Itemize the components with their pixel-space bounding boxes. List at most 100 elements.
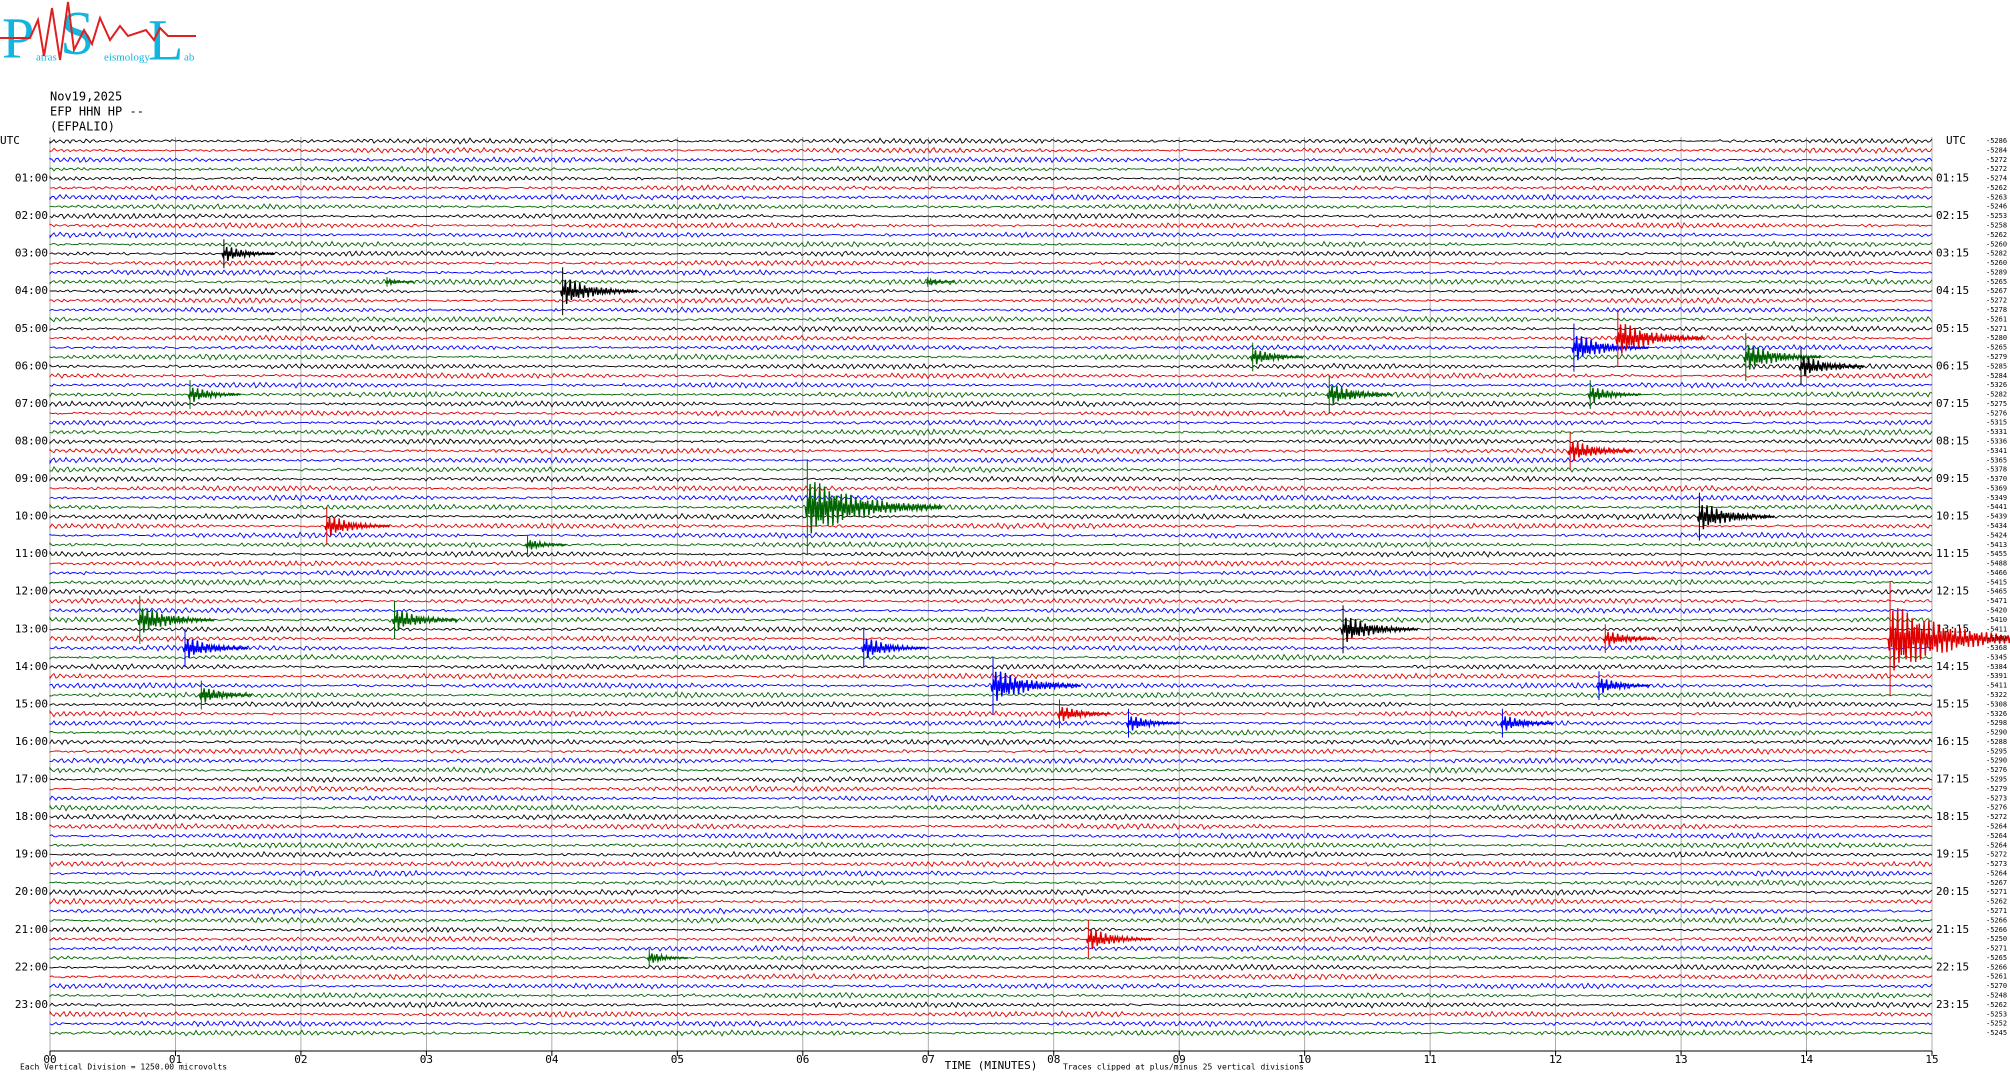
trace-offset: -5345 [1986, 653, 2007, 661]
trace-offset: -5365 [1986, 456, 2007, 464]
event [861, 638, 928, 659]
clip-note: Traces clipped at plus/minus 25 vertical… [1063, 1063, 1304, 1072]
trace [49, 315, 1933, 324]
hour-label: 07:00 [15, 397, 48, 410]
hour-label: 22:15 [1936, 960, 1969, 973]
x-tick-label: 12 [1549, 1053, 1562, 1066]
trace-offset: -5279 [1986, 785, 2007, 793]
trace [49, 278, 1933, 286]
trace-offset: -5378 [1986, 466, 2007, 474]
traces [49, 137, 2010, 1037]
trace-offset: -5266 [1986, 963, 2007, 971]
trace [49, 381, 1933, 389]
event [384, 277, 415, 287]
trace [49, 174, 1933, 183]
event [1340, 617, 1419, 642]
logo: P S L atras eismology ab [0, 0, 196, 72]
x-tick-label: 11 [1424, 1053, 1437, 1066]
hour-label: 01:00 [15, 172, 48, 185]
trace-offset: -5262 [1986, 898, 2007, 906]
trace-offset: -5253 [1986, 1010, 2007, 1018]
trace-offset: -5275 [1986, 400, 2007, 408]
hour-label: 11:15 [1936, 547, 1969, 560]
station: (EFPALIO) [50, 120, 115, 134]
trace [49, 503, 1933, 511]
trace [49, 944, 1932, 953]
trace-offset: -5471 [1986, 597, 2007, 605]
trace-offset: -5290 [1986, 757, 2007, 765]
x-tick-label: 07 [922, 1053, 935, 1066]
event [646, 952, 689, 964]
hour-label: 02:15 [1936, 209, 1969, 222]
trace [49, 747, 1933, 756]
trace-offset: -5336 [1986, 437, 2007, 445]
trace [49, 897, 1933, 906]
trace-offset: -5282 [1986, 250, 2007, 258]
event [1085, 930, 1152, 950]
trace [49, 437, 1933, 446]
hour-label: 22:00 [15, 960, 48, 973]
trace [49, 306, 1933, 314]
trace-offset: -5271 [1986, 945, 2007, 953]
trace-offset: -5274 [1986, 175, 2007, 183]
trace-offset: -5331 [1986, 428, 2007, 436]
hour-label: 15:00 [15, 697, 48, 710]
trace-offset: -5285 [1986, 362, 2007, 370]
trace [49, 728, 1933, 737]
event [1596, 678, 1651, 693]
trace [49, 203, 1933, 211]
trace-offset: -5265 [1986, 278, 2007, 286]
hour-label: 18:00 [15, 810, 48, 823]
x-tick-label: 06 [796, 1053, 809, 1066]
trace [49, 268, 1933, 277]
trace-offset: -5271 [1986, 325, 2007, 333]
trace-offset: -5441 [1986, 503, 2007, 511]
trace-offset: -5289 [1986, 268, 2007, 276]
trace-offset: -5270 [1986, 982, 2007, 990]
x-tick-label: 10 [1298, 1053, 1311, 1066]
event [559, 279, 638, 304]
trace [49, 1010, 1933, 1018]
trace [49, 428, 1933, 437]
trace-offset: -5411 [1986, 682, 2007, 690]
hour-label: 09:00 [15, 472, 48, 485]
hour-label: 13:00 [15, 622, 48, 635]
hour-label: 09:15 [1936, 472, 1969, 485]
hour-label: 21:15 [1936, 923, 1969, 936]
event [137, 608, 216, 633]
trace [49, 240, 1933, 249]
trace [49, 569, 1933, 577]
hour-label: 20:00 [15, 885, 48, 898]
trace-offset: -5272 [1986, 165, 2007, 173]
x-tick-label: 09 [1173, 1053, 1186, 1066]
trace-offset: -5308 [1986, 700, 2007, 708]
trace [49, 972, 1933, 981]
trace [49, 606, 1933, 615]
trace-offset: -5246 [1986, 203, 2007, 211]
trace [49, 850, 1933, 859]
hour-label: 14:00 [15, 660, 48, 673]
trace [49, 475, 1933, 483]
trace [49, 681, 1933, 690]
hour-label: 17:15 [1936, 773, 1969, 786]
trace-offset: -5420 [1986, 607, 2007, 615]
trace-offset: -5272 [1986, 156, 2007, 164]
trace-offset: -5263 [1986, 193, 2007, 201]
trace [49, 991, 1933, 1000]
trace [49, 325, 1933, 333]
utc-label: UTC [0, 134, 20, 147]
trace [49, 625, 1933, 633]
hour-label: 18:15 [1936, 810, 1969, 823]
event [524, 539, 567, 551]
date: Nov19,2025 [50, 90, 122, 104]
trace [49, 925, 1933, 934]
trace-offset: -5272 [1986, 813, 2007, 821]
trace-offset: -5271 [1986, 907, 2007, 915]
utc-label: UTC [1946, 134, 1966, 147]
hour-label: 04:15 [1936, 284, 1969, 297]
trace [49, 907, 1933, 915]
trace [49, 353, 1933, 361]
hour-label: 06:00 [15, 359, 48, 372]
trace [49, 250, 1933, 258]
trace [49, 559, 1933, 568]
